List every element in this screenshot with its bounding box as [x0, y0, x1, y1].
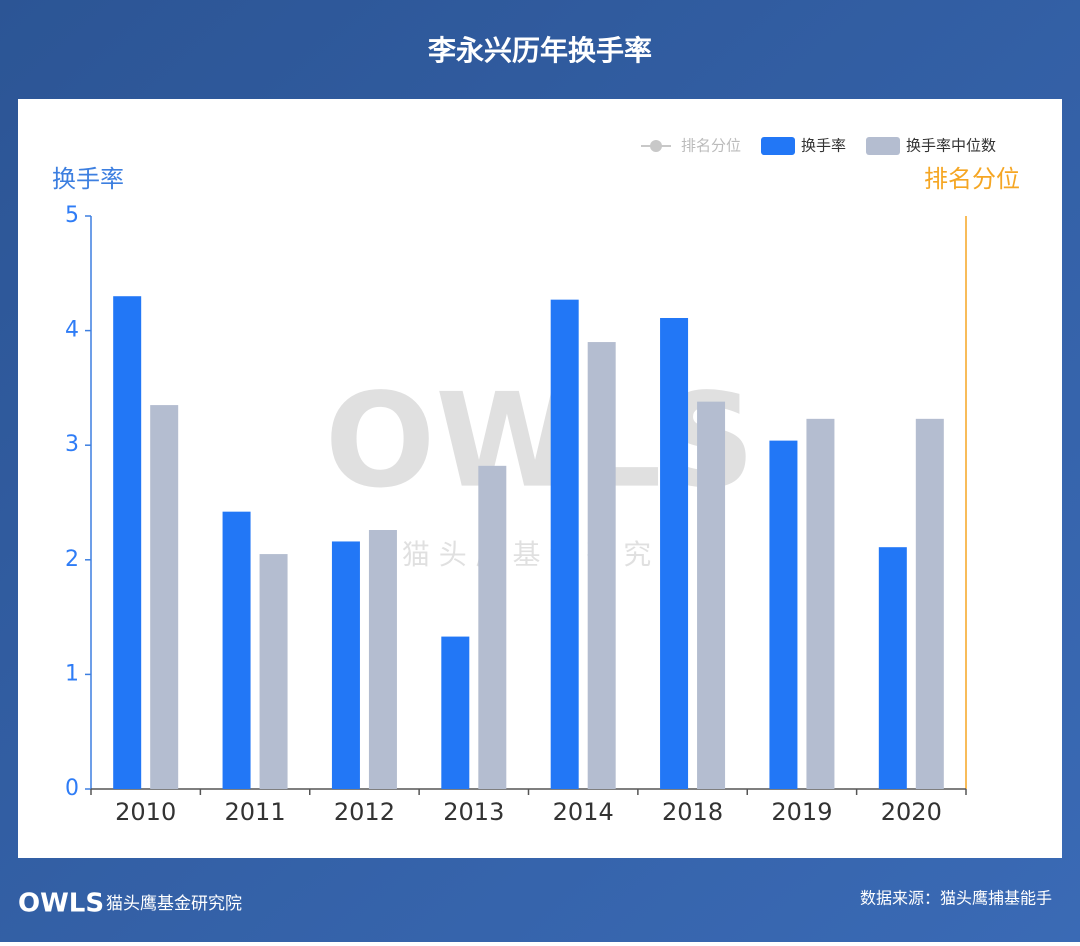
bar [915, 418, 944, 789]
bar [478, 465, 507, 789]
y2-axis-label: 排名分位 [924, 165, 1020, 193]
page-title: 李永兴历年换手率 [428, 34, 652, 67]
y-tick-label: 0 [65, 776, 79, 801]
x-tick-label: 2018 [662, 798, 723, 826]
footer-brand: 猫头鹰基金研究院 [106, 894, 242, 914]
watermark-logo: OWLS [325, 365, 755, 517]
bar [259, 554, 288, 789]
bar [878, 547, 907, 789]
bar [113, 296, 142, 789]
footer-source: 数据来源：猫头鹰捕基能手 [860, 889, 1052, 908]
y-tick-label: 3 [65, 432, 79, 457]
legend-swatch [866, 137, 900, 155]
y-tick-label: 1 [65, 661, 79, 686]
bar [587, 342, 616, 789]
bar [150, 405, 179, 789]
bar [368, 530, 397, 789]
bar [806, 418, 835, 789]
y-tick-label: 5 [65, 203, 79, 228]
y-axis-label: 换手率 [52, 165, 124, 193]
x-tick-label: 2013 [443, 798, 504, 826]
y-tick-label: 4 [65, 318, 79, 343]
bar [441, 636, 470, 789]
bar [222, 511, 251, 789]
x-tick-label: 2011 [225, 798, 286, 826]
legend-label: 换手率中位数 [906, 137, 996, 155]
bar [331, 541, 360, 789]
bar [660, 317, 689, 789]
bar [550, 299, 579, 789]
legend-label: 排名分位 [681, 137, 741, 155]
x-tick-label: 2010 [115, 798, 176, 826]
x-tick-label: 2020 [881, 798, 942, 826]
footer-logo: OWLS [18, 889, 104, 919]
x-tick-label: 2014 [553, 798, 614, 826]
legend-label: 换手率 [801, 137, 846, 155]
y-tick-label: 2 [65, 547, 79, 572]
bar [697, 401, 726, 789]
legend-swatch [761, 137, 795, 155]
watermark-text: 猫 头 鹰 基 金 研 究 院 [402, 538, 688, 571]
x-tick-label: 2019 [771, 798, 832, 826]
legend-marker [650, 140, 662, 152]
x-tick-label: 2012 [334, 798, 395, 826]
bar [769, 440, 798, 789]
